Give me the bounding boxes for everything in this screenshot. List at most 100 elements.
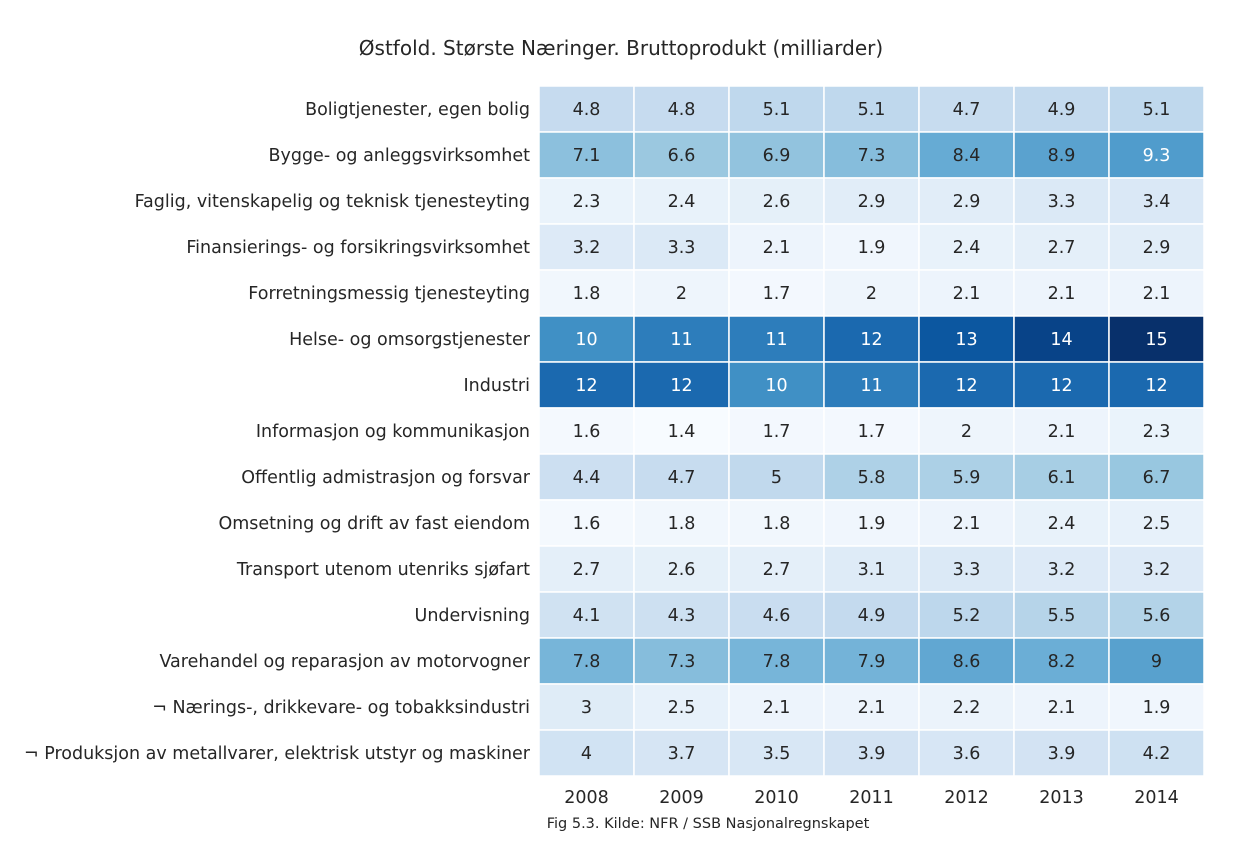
heatmap-cell [823,683,920,731]
cell-value-label: 2.1 [1143,284,1171,304]
cell-value-label: 4.4 [573,468,601,488]
heatmap-cell [538,407,635,455]
row-label: Varehandel og reparasjon av motorvogner [159,652,530,672]
heatmap-cell [918,407,1015,455]
row-labels: Boligtjenester, egen bolig Bygge- og anle… [24,100,531,764]
heatmap-cell [538,729,635,777]
cell-value-label: 5.6 [1143,606,1171,626]
heatmap-cell [823,361,920,409]
row-label: Offentlig admistrasjon og forsvar [241,468,531,488]
heatmap-cell [728,131,825,179]
column-label: 2013 [1039,788,1084,808]
row-label: Transport utenom utenriks sjøfart [236,560,530,580]
cell-value-label: 15 [1145,330,1167,350]
heatmap-cell [1108,407,1205,455]
heatmap-cell [728,177,825,225]
cell-value-label: 1.8 [763,514,791,534]
heatmap-cell [1108,223,1205,271]
row-label: Forretningsmessig tjenesteyting [248,284,530,304]
cell-value-label: 4.6 [763,606,791,626]
cell-value-label: 2.3 [573,192,601,212]
cell-value-label: 5.2 [953,606,981,626]
cell-value-label: 8.4 [953,146,981,166]
row-label: ¬ Produksjon av metallvarer, elektrisk u… [24,744,531,764]
cell-value-label: 2 [676,284,687,304]
cell-value-label: 2 [961,422,972,442]
cell-value-label: 8.2 [1048,652,1076,672]
cell-value-label: 5.5 [1048,606,1076,626]
cell-value-label: 3 [581,698,592,718]
cell-value-label: 5 [771,468,782,488]
figure-caption: Fig 5.3. Kilde: NFR / SSB Nasjonalregnsk… [547,816,870,832]
heatmap-cell [538,637,635,685]
heatmap-cell [1013,177,1110,225]
heatmap-cell [1013,361,1110,409]
heatmap-cell [918,637,1015,685]
cell-value-label: 2.2 [953,698,981,718]
cell-value-label: 10 [575,330,597,350]
cell-value-label: 4.9 [1048,100,1076,120]
row-label: Undervisning [415,606,530,626]
cell-value-label: 2.6 [763,192,791,212]
heatmap-cell [1108,729,1205,777]
heatmap-cell [633,177,730,225]
cell-value-label: 7.9 [858,652,886,672]
heatmap-cell [918,683,1015,731]
cell-value-label: 9 [1151,652,1162,672]
cell-value-label: 4.1 [573,606,601,626]
chart-title: Østfold. Største Næringer. Bruttoprodukt… [359,36,883,60]
row-label: Faglig, vitenskapelig og teknisk tjenest… [135,192,530,212]
heatmap-cell [1013,407,1110,455]
cell-value-label: 5.9 [953,468,981,488]
cell-value-label: 11 [670,330,692,350]
heatmap-cell [728,453,825,501]
heatmap-cell [918,453,1015,501]
row-label: Bygge- og anleggsvirksomhet [268,146,530,166]
heatmap-cell [918,177,1015,225]
cell-value-label: 7.3 [858,146,886,166]
column-label: 2011 [849,788,894,808]
cell-value-label: 3.2 [1143,560,1171,580]
column-label: 2014 [1134,788,1179,808]
cell-value-label: 7.8 [573,652,601,672]
cell-value-label: 3.9 [858,744,886,764]
heatmap-cell [538,131,635,179]
cell-value-label: 4 [581,744,592,764]
column-labels: 2008 2009 2010 2011 2012 2013 2014 [564,788,1179,808]
cell-value-label: 2.1 [763,698,791,718]
heatmap-cell [633,545,730,593]
cell-value-label: 5.8 [858,468,886,488]
heatmap-cell [538,269,635,317]
heatmap-cell [918,729,1015,777]
heatmap-cell [918,315,1015,363]
cell-value-label: 3.2 [1048,560,1076,580]
cell-value-label: 4.8 [573,100,601,120]
cell-value-label: 2.7 [573,560,601,580]
cell-value-label: 7.8 [763,652,791,672]
heatmap-cell [823,729,920,777]
cell-value-label: 3.5 [763,744,791,764]
heatmap-cell [728,545,825,593]
cell-value-label: 3.3 [668,238,696,258]
cell-value-label: 1.4 [668,422,696,442]
cell-value-label: 7.3 [668,652,696,672]
cell-value-label: 2.5 [1143,514,1171,534]
cell-value-label: 2.3 [1143,422,1171,442]
cell-value-label: 1.6 [573,514,601,534]
heatmap-cell [918,499,1015,547]
cell-value-label: 6.7 [1143,468,1171,488]
heatmap-cell [728,637,825,685]
column-label: 2009 [659,788,704,808]
heatmap-cell [728,499,825,547]
heatmap-cell [823,591,920,639]
cell-value-label: 2.9 [858,192,886,212]
cell-value-label: 13 [955,330,977,350]
cell-value-label: 10 [765,376,787,396]
cell-value-label: 3.2 [573,238,601,258]
cell-value-label: 1.8 [573,284,601,304]
cell-value-label: 2.1 [1048,422,1076,442]
heatmap-cell [633,223,730,271]
heatmap-cell [823,499,920,547]
heatmap-cell [1013,499,1110,547]
